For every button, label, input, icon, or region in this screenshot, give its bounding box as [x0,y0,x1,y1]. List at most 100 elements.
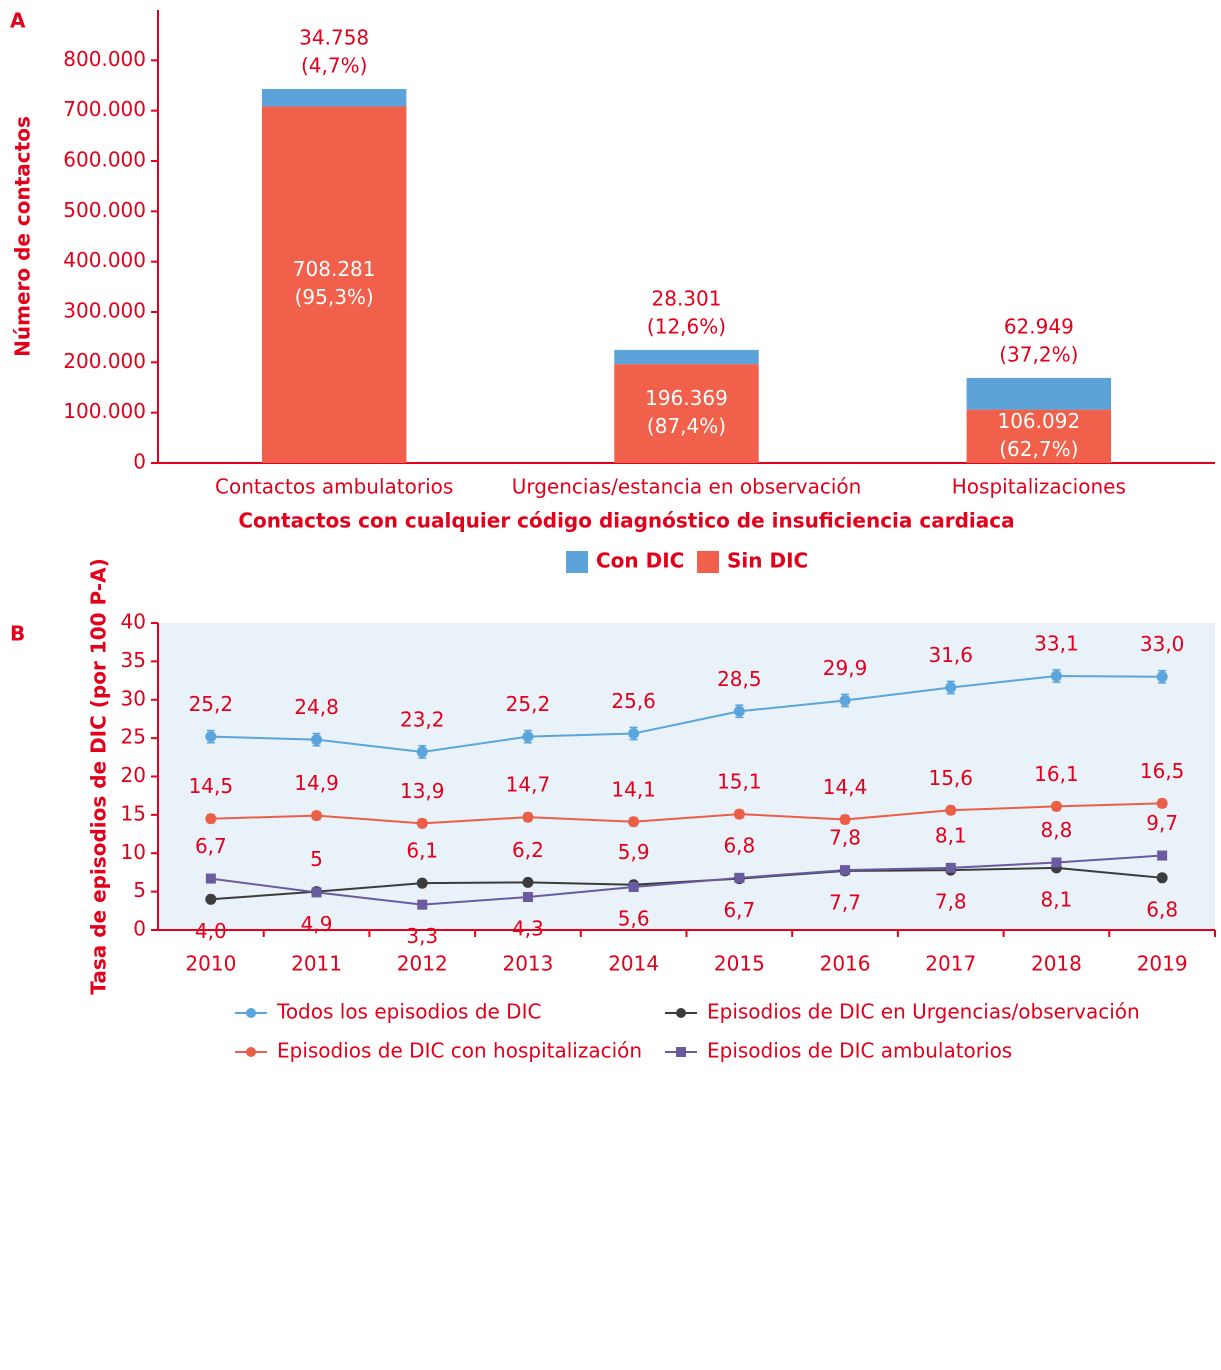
marker [205,731,217,743]
share-label: (4,7%) [301,54,367,78]
y-tick-label: 300.000 [63,299,146,323]
value-label: 23,2 [400,707,445,731]
value-label: 6,1 [406,839,438,863]
marker [311,887,322,898]
y-axis-title: Tasa de episodios de DIC (por 100 P-A) [87,558,111,994]
legend-marker [676,1008,686,1018]
x-tick-label: 2016 [820,952,871,976]
value-label: 196.369 [645,386,728,410]
value-label: 7,7 [829,890,861,914]
marker [733,705,745,717]
marker [1050,800,1062,812]
y-tick-label: 40 [121,610,146,634]
marker [628,882,639,893]
x-tick-label: 2011 [291,952,342,976]
y-tick-label: 700.000 [63,97,146,121]
marker [945,804,957,816]
value-label: 9,7 [1146,811,1178,835]
x-tick-label: 2010 [185,952,236,976]
value-label: 5 [310,847,323,871]
value-label: 4,3 [512,916,544,940]
x-axis-title: Contactos con cualquier código diagnósti… [238,509,1014,533]
value-label: 7,8 [935,890,967,914]
plot-background [158,623,1215,930]
bar [261,106,407,463]
marker [1156,671,1168,683]
x-tick-label: 2013 [502,952,553,976]
x-tick-label: 2015 [714,952,765,976]
bar [614,349,759,365]
share-label: (12,6%) [647,314,726,338]
marker [1050,670,1062,682]
value-label: 62.949 [1004,314,1074,338]
bar [614,364,759,463]
marker [1051,857,1062,868]
legend-marker [676,1047,686,1057]
marker [311,810,323,822]
marker [1156,872,1168,884]
series-line [210,802,1163,825]
bar [966,409,1112,463]
legend-label: Episodios de DIC en Urgencias/observació… [707,1000,1140,1024]
y-tick-label: 30 [121,686,146,710]
value-label: 24,8 [294,695,339,719]
marker [416,877,428,889]
value-label: 14,7 [506,773,551,797]
value-label: 33,1 [1034,631,1079,655]
marker [416,817,428,829]
marker [417,899,428,910]
marker [628,816,640,828]
marker [205,813,217,825]
value-label: 106.092 [997,409,1080,433]
value-label: 14,1 [611,777,656,801]
bar [261,89,407,107]
value-label: 6,7 [195,834,227,858]
marker [522,811,534,823]
value-label: 14,4 [823,775,868,799]
share-label: (62,7%) [999,437,1078,461]
value-label: 28,5 [717,667,762,691]
value-label: 7,8 [829,826,861,850]
value-label: 8,1 [935,823,967,847]
marker [840,865,851,876]
marker [945,681,957,693]
x-tick-label: 2019 [1137,952,1188,976]
x-tick-label: Hospitalizaciones [952,475,1126,499]
marker [733,808,745,820]
value-label: 3,3 [406,924,438,948]
y-tick-label: 0 [133,450,146,474]
value-label: 33,0 [1140,632,1185,656]
x-tick-label: Urgencias/estancia en observación [512,475,862,499]
x-tick-label: 2012 [397,952,448,976]
value-label: 25,2 [506,692,551,716]
x-tick-label: 2018 [1031,952,1082,976]
legend-label: Todos los episodios de DIC [276,1000,541,1024]
value-label: 25,6 [611,689,656,713]
marker [416,746,428,758]
value-label: 8,8 [1041,818,1073,842]
legend-swatch [566,551,588,573]
y-tick-label: 100.000 [63,399,146,423]
value-label: 8,1 [1041,887,1073,911]
series-line [210,854,1163,906]
value-label: 15,1 [717,770,762,794]
value-label: 6,7 [723,898,755,922]
value-label: 4,0 [195,919,227,943]
value-label: 15,6 [928,766,973,790]
legend-label: Episodios de DIC ambulatorios [707,1039,1012,1063]
value-label: 13,9 [400,779,445,803]
marker [205,873,216,884]
y-tick-label: 500.000 [63,198,146,222]
marker [839,695,851,707]
marker [522,876,534,888]
legend-label: Con DIC [596,549,684,573]
panel-label: B [10,622,25,646]
y-axis-title: Número de contactos [11,116,35,357]
marker [839,813,851,825]
value-label: 31,6 [928,643,973,667]
share-label: (87,4%) [647,414,726,438]
x-tick-label: Contactos ambulatorios [215,475,453,499]
y-tick-label: 600.000 [63,148,146,172]
value-label: 5,9 [618,840,650,864]
